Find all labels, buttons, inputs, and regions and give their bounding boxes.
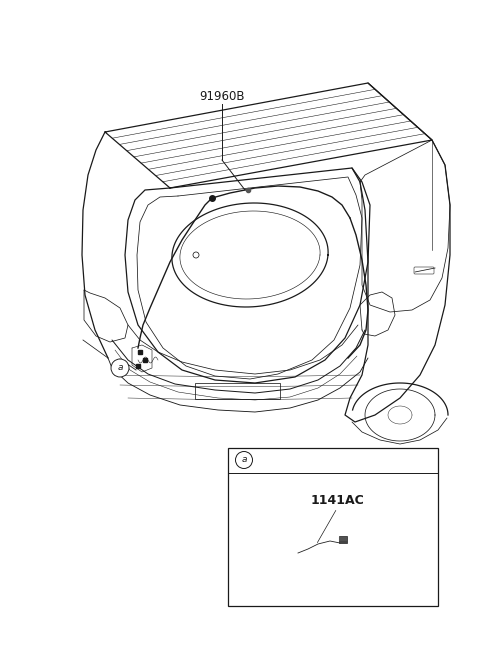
Bar <box>195 383 280 399</box>
Text: a: a <box>117 363 123 373</box>
Bar <box>228 448 438 606</box>
Text: a: a <box>241 455 247 464</box>
Bar <box>339 536 347 543</box>
Text: 1141AC: 1141AC <box>311 495 364 508</box>
Circle shape <box>111 359 129 377</box>
Text: 91960B: 91960B <box>199 90 245 103</box>
